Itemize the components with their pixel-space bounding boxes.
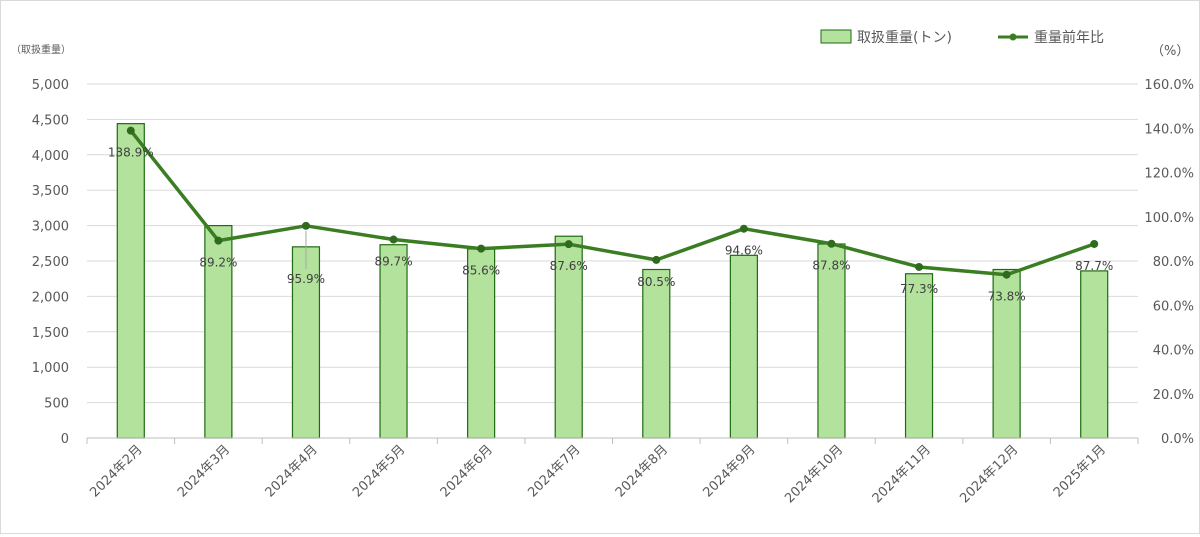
data-label: 85.6% (462, 264, 500, 278)
x-tick-label: 2024年10月 (782, 442, 846, 506)
left-tick-label: 5,000 (32, 78, 69, 93)
left-tick-label: 3,500 (32, 184, 69, 199)
legend: 取扱重量(トン) 重量前年比 (820, 29, 1104, 46)
bar (379, 244, 408, 439)
left-tick-label: 1,500 (32, 326, 69, 341)
left-tick-label: 2,500 (32, 255, 69, 270)
line-point (1002, 270, 1011, 279)
legend-swatch-bar (820, 29, 852, 44)
right-tick-label: 160.0% (1144, 78, 1194, 93)
right-tick-label: 140.0% (1144, 122, 1194, 137)
x-tick-label: 2025年1月 (1051, 442, 1109, 500)
line-point (827, 239, 836, 248)
line-point (652, 255, 661, 264)
right-tick-label: 60.0% (1153, 299, 1194, 314)
data-label: 77.3% (900, 282, 938, 296)
data-label: 73.8% (988, 290, 1026, 304)
bar (729, 254, 758, 439)
x-tick-label: 2024年5月 (350, 442, 408, 500)
legend-swatch-marker (1009, 33, 1017, 41)
data-labels: 138.9% 89.2% 95.9% 89.7% 85.6% 87.6% 80.5% 94.6… (108, 146, 1113, 304)
left-tick-label: 500 (44, 397, 69, 412)
bar (817, 243, 846, 439)
bar (554, 235, 583, 439)
bar (116, 123, 145, 439)
data-label: 94.6% (725, 244, 763, 258)
x-tick-label: 2024年9月 (700, 442, 758, 500)
x-tick-label: 2024年6月 (438, 442, 496, 500)
right-tick-label: 100.0% (1144, 211, 1194, 226)
right-tick-label: 80.0% (1153, 255, 1194, 270)
bar (992, 268, 1021, 439)
line-point (214, 236, 223, 245)
x-tick-label: 2024年2月 (87, 442, 145, 500)
line-point (564, 240, 573, 249)
line-series (126, 126, 1099, 279)
data-label: 89.2% (199, 256, 237, 270)
left-tick-label: 0 (61, 432, 69, 447)
left-tick-label: 1,000 (32, 361, 69, 376)
left-tick-label: 3,000 (32, 220, 69, 235)
bar (904, 273, 934, 439)
left-axis-unit-label: （取扱重量） (11, 43, 71, 56)
left-tick-label: 4,000 (32, 149, 69, 164)
right-tick-label: 20.0% (1153, 388, 1194, 403)
x-tick-label: 2024年7月 (525, 442, 583, 500)
data-label: 95.9% (287, 272, 325, 286)
left-tick-label: 4,500 (32, 113, 69, 128)
line-point (389, 235, 398, 244)
x-tick-label: 2024年12月 (957, 442, 1021, 506)
right-tick-label: 40.0% (1153, 344, 1194, 359)
left-tick-label: 2,000 (32, 290, 69, 305)
line-path (129, 129, 1095, 277)
line-point (739, 224, 748, 233)
x-tick-label: 2024年8月 (613, 442, 671, 500)
x-tick-label: 2024年3月 (175, 442, 233, 500)
data-label: 89.7% (374, 255, 412, 269)
line-point (301, 221, 310, 230)
right-tick-label: 0.0% (1161, 432, 1194, 447)
data-label: 87.6% (550, 259, 588, 273)
data-label: 87.8% (812, 259, 850, 273)
x-tick-label: 2024年4月 (263, 442, 321, 500)
x-tick-label: 2024年11月 (870, 442, 934, 506)
legend-label-bar: 取扱重量(トン) (857, 30, 952, 46)
bar (204, 225, 233, 439)
data-label: 80.5% (637, 275, 675, 289)
bar-series (116, 123, 1109, 439)
data-label: 87.7% (1075, 259, 1113, 273)
data-label: 138.9% (108, 146, 154, 160)
line-point (1090, 239, 1099, 248)
right-tick-label: 120.0% (1144, 167, 1194, 182)
line-point (477, 244, 486, 253)
gridlines (87, 83, 1138, 404)
bar (1080, 270, 1109, 439)
bar (642, 268, 671, 439)
right-axis-unit-label: （%） (1151, 44, 1189, 59)
legend-label-line: 重量前年比 (1034, 29, 1104, 46)
line-point (126, 126, 135, 135)
line-point (915, 262, 924, 271)
